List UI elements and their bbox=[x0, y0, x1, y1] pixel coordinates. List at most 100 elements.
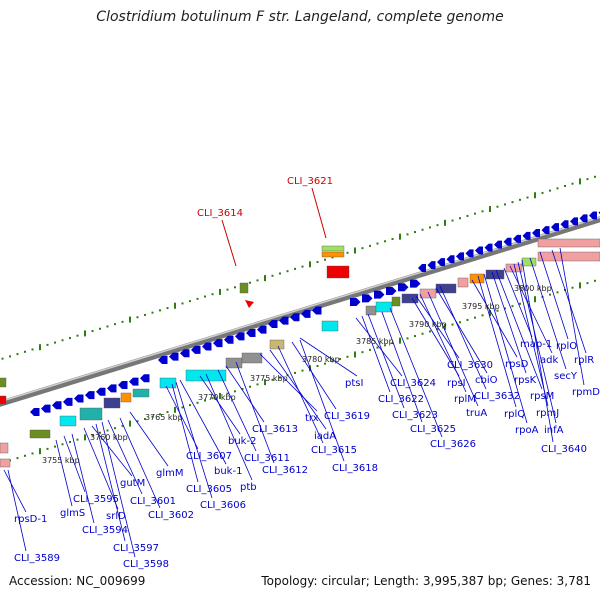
gene-arrow bbox=[494, 240, 502, 249]
label-leaders bbox=[3, 187, 587, 558]
feature-block bbox=[375, 301, 393, 313]
feature-block bbox=[79, 407, 103, 421]
gene-label: CLI_3640 bbox=[541, 444, 587, 455]
gene-label: gutM bbox=[120, 478, 145, 489]
figure-title: Clostridium botulinum F str. Langeland, … bbox=[96, 9, 504, 25]
label-leader bbox=[439, 285, 487, 390]
genome-backbone bbox=[0, 216, 600, 407]
feature-block bbox=[391, 296, 401, 307]
feature-block bbox=[537, 251, 600, 262]
gene-arrow bbox=[456, 252, 464, 261]
gene-label: rpsK bbox=[514, 375, 537, 386]
feature-block bbox=[401, 293, 419, 304]
gene-arrow bbox=[268, 320, 278, 328]
label-leader bbox=[95, 423, 126, 542]
label-leader bbox=[299, 337, 358, 377]
gene-label: CLI_3607 bbox=[186, 451, 232, 462]
gene-label: CLI_3626 bbox=[430, 439, 476, 450]
gene-arrow bbox=[513, 234, 521, 243]
gene-label: CLI_3605 bbox=[186, 484, 232, 495]
gene-label: rplQ bbox=[504, 409, 525, 420]
gene-label: CLI_3619 bbox=[324, 411, 370, 422]
gene-label: buk-2 bbox=[228, 436, 256, 447]
gene-arrow bbox=[158, 356, 168, 364]
scale-label: 3770 kbp bbox=[198, 393, 236, 402]
label-leader bbox=[119, 417, 161, 509]
label-leader bbox=[529, 257, 567, 370]
feature-block bbox=[435, 283, 457, 294]
label-leader bbox=[175, 381, 213, 499]
label-leader bbox=[63, 435, 86, 493]
gene-arrow bbox=[202, 342, 212, 351]
gene-label: rpsM bbox=[530, 391, 554, 402]
label-leader bbox=[171, 383, 199, 483]
top-gene-label: CLI_3621 bbox=[287, 176, 333, 187]
gene-arrows bbox=[30, 211, 600, 416]
gene-arrow bbox=[522, 231, 531, 240]
gene-label: CLI_3622 bbox=[378, 394, 424, 405]
gene-arrow bbox=[437, 258, 445, 267]
label-leader bbox=[225, 365, 265, 423]
feature-block bbox=[0, 442, 9, 454]
backbone-line bbox=[0, 216, 600, 407]
marker-triangle bbox=[245, 300, 254, 308]
label-leader bbox=[495, 269, 543, 390]
label-leader bbox=[367, 313, 405, 409]
gene-arrow bbox=[475, 246, 483, 255]
gene-arrow bbox=[484, 243, 493, 252]
gene-label: CLI_3594 bbox=[82, 525, 128, 536]
gene-arrow bbox=[570, 217, 578, 226]
scale-label: 3760 kbp bbox=[90, 433, 128, 442]
gene-label: CLI_3615 bbox=[311, 445, 357, 456]
gene-label: glmM bbox=[156, 468, 184, 479]
gene-arrow bbox=[410, 279, 421, 288]
gene-label: CLI_3589 bbox=[14, 553, 60, 564]
gene-label: CLI_3612 bbox=[262, 465, 308, 476]
scale-label: 3780 kbp bbox=[302, 355, 340, 364]
gene-arrow bbox=[118, 380, 128, 389]
gene-label: glmS bbox=[60, 508, 85, 519]
gene-label: rplO bbox=[556, 341, 577, 352]
label-leader bbox=[491, 271, 527, 374]
label-leader bbox=[355, 317, 403, 377]
label-leader bbox=[477, 275, 517, 408]
backbone-highlight bbox=[0, 216, 600, 403]
gene-arrow bbox=[290, 313, 300, 322]
gene-arrow bbox=[374, 290, 385, 299]
feature-block bbox=[103, 397, 121, 409]
feature-block bbox=[0, 377, 7, 388]
label-leader bbox=[55, 439, 73, 507]
label-leader bbox=[221, 219, 237, 267]
gene-arrow bbox=[541, 226, 550, 235]
label-leader bbox=[165, 385, 199, 450]
label-leader bbox=[517, 261, 557, 424]
gene-arrow bbox=[503, 237, 512, 246]
label-leader bbox=[259, 353, 318, 412]
label-leader bbox=[415, 295, 460, 359]
gene-label: CLI_3601 bbox=[130, 496, 176, 507]
gene-arrow bbox=[180, 349, 190, 358]
gene-arrow bbox=[169, 352, 179, 361]
scale-label: 3765 kbp bbox=[145, 413, 183, 422]
gene-label: rpoA bbox=[515, 425, 539, 436]
label-leader bbox=[129, 411, 169, 467]
label-leader bbox=[7, 469, 27, 552]
label-leader bbox=[539, 251, 569, 340]
gene-arrow bbox=[96, 387, 106, 396]
label-leader bbox=[101, 421, 136, 558]
label-leader bbox=[277, 345, 324, 444]
scale-label: 3795 kbp bbox=[462, 302, 500, 311]
feature-block bbox=[321, 251, 345, 258]
gene-arrow bbox=[63, 397, 73, 406]
label-leader bbox=[299, 339, 345, 462]
gene-label: ptb bbox=[240, 482, 257, 493]
label-leader bbox=[411, 297, 460, 377]
scale-label: 3800 kbp bbox=[514, 284, 552, 293]
gene-label: ptsI bbox=[345, 378, 363, 389]
gene-arrow bbox=[129, 377, 139, 386]
feature-block bbox=[365, 305, 377, 316]
gene-label: rpsD-1 bbox=[14, 514, 47, 525]
gene-arrow bbox=[551, 223, 559, 232]
gene-arrow bbox=[257, 325, 267, 334]
